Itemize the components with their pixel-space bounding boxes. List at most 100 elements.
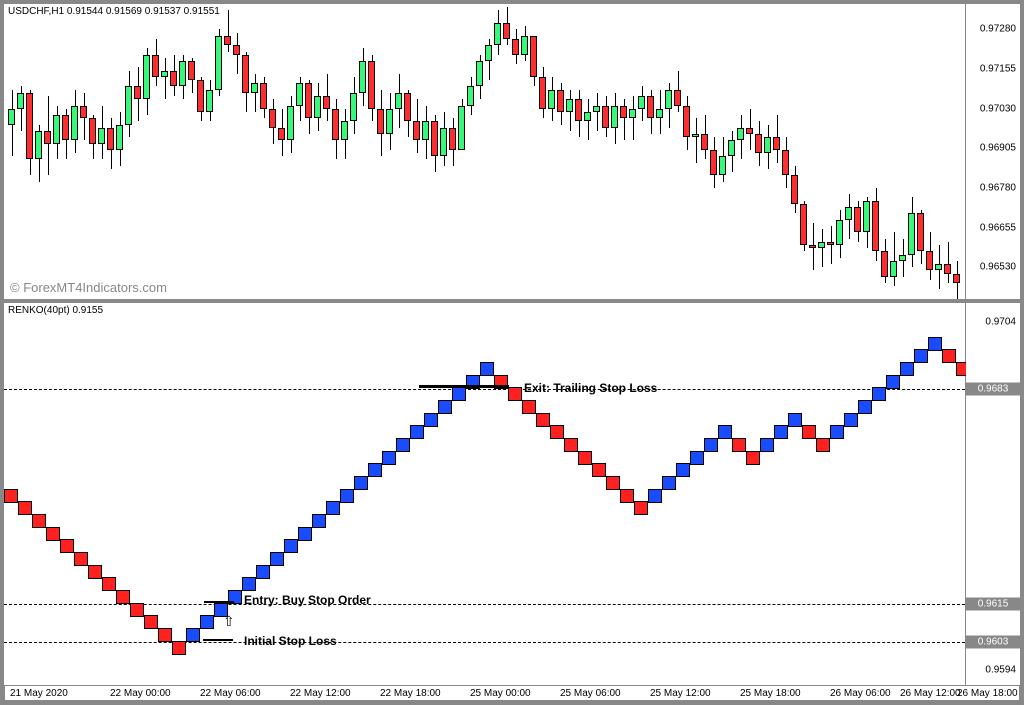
- candle: [944, 242, 951, 283]
- candle: [467, 77, 474, 115]
- candle: [908, 197, 915, 267]
- horizontal-line: [4, 389, 965, 390]
- candle: [728, 131, 735, 172]
- price-tick: 0.96905: [980, 143, 1016, 154]
- renko-brick: [676, 463, 690, 477]
- watermark-label: © ForexMT4Indicators.com: [10, 280, 167, 295]
- candle: [683, 96, 690, 150]
- up-arrow-icon: ⇧: [223, 613, 235, 630]
- candle: [233, 33, 240, 74]
- candle: [737, 115, 744, 159]
- candle: [584, 99, 591, 140]
- price-marker: 0.9615: [966, 597, 1020, 610]
- renko-brick: [452, 387, 466, 401]
- candle: [278, 109, 285, 157]
- stoploss-annotation: Initial Stop Loss: [244, 634, 337, 648]
- renko-brick: [774, 425, 788, 439]
- candle: [557, 83, 564, 124]
- candle: [566, 90, 573, 131]
- candlestick-chart-area[interactable]: [4, 4, 966, 299]
- price-marker: 0.9683: [966, 382, 1020, 395]
- candle: [188, 58, 195, 93]
- candle: [170, 55, 177, 96]
- candle: [611, 93, 618, 144]
- candle: [197, 77, 204, 121]
- price-marker: 0.9603: [966, 635, 1020, 648]
- candle: [854, 201, 861, 242]
- horizontal-line: [4, 642, 965, 643]
- renko-brick: [942, 349, 956, 363]
- candle: [44, 96, 51, 175]
- renko-brick: [18, 501, 32, 515]
- renko-brick: [242, 577, 256, 591]
- renko-brick: [788, 413, 802, 427]
- candle: [251, 74, 258, 112]
- candle: [161, 58, 168, 99]
- chart-frame: 0.972800.971550.970300.969050.967800.966…: [0, 0, 1024, 705]
- candle: [674, 71, 681, 112]
- candle: [260, 77, 267, 118]
- candle: [296, 77, 303, 121]
- time-tick: 22 May 00:00: [110, 688, 171, 699]
- candle: [620, 99, 627, 140]
- candle: [305, 80, 312, 134]
- candle: [71, 90, 78, 153]
- renko-brick: [564, 438, 578, 452]
- renko-brick: [60, 539, 74, 553]
- renko-brick: [480, 362, 494, 376]
- renko-brick: [802, 425, 816, 439]
- time-tick: 25 May 18:00: [740, 688, 801, 699]
- candle: [503, 7, 510, 45]
- candle: [395, 74, 402, 128]
- candle: [764, 125, 771, 169]
- price-tick: 0.96780: [980, 182, 1016, 193]
- candle: [62, 109, 69, 160]
- candle: [521, 26, 528, 61]
- candlestick-panel[interactable]: 0.972800.971550.970300.969050.967800.966…: [3, 3, 1021, 300]
- renko-brick: [536, 413, 550, 427]
- candle: [215, 29, 222, 96]
- candle: [287, 96, 294, 153]
- renko-chart-area[interactable]: Exit: Trailing Stop LossEntry: Buy Stop …: [4, 303, 966, 685]
- candle: [134, 67, 141, 121]
- price-axis-bot: 0.97040.95940.96830.96150.9603: [966, 303, 1020, 685]
- candle: [53, 106, 60, 160]
- time-tick: 22 May 06:00: [200, 688, 261, 699]
- candle: [431, 115, 438, 172]
- candle: [143, 48, 150, 115]
- renko-brick: [298, 527, 312, 541]
- renko-brick: [102, 577, 116, 591]
- candle: [548, 77, 555, 121]
- price-tick: 0.9594: [985, 665, 1016, 676]
- candle: [755, 121, 762, 165]
- candle: [107, 118, 114, 169]
- exit-annotation: Exit: Trailing Stop Loss: [524, 381, 657, 395]
- candle: [692, 118, 699, 162]
- exit-marker-line: [419, 385, 509, 388]
- candle: [899, 239, 906, 277]
- candle: [665, 83, 672, 127]
- candle: [881, 239, 888, 283]
- candle: [638, 86, 645, 121]
- candle: [314, 83, 321, 131]
- time-tick: 25 May 00:00: [470, 688, 531, 699]
- candle: [512, 29, 519, 64]
- renko-brick: [648, 489, 662, 503]
- candle: [800, 201, 807, 252]
- candle: [890, 232, 897, 286]
- renko-brick: [634, 501, 648, 515]
- candle: [530, 36, 537, 87]
- candle: [206, 80, 213, 121]
- renko-brick: [746, 451, 760, 465]
- candle: [341, 109, 348, 160]
- renko-brick: [130, 603, 144, 617]
- renko-brick: [382, 451, 396, 465]
- candle: [98, 106, 105, 160]
- price-tick: 0.96530: [980, 262, 1016, 273]
- stoploss-annotation-marker: [203, 639, 233, 641]
- renko-panel[interactable]: Exit: Trailing Stop LossEntry: Buy Stop …: [3, 302, 1021, 702]
- candle: [413, 99, 420, 153]
- price-axis-top: 0.972800.971550.970300.969050.967800.966…: [966, 4, 1020, 299]
- candle: [926, 232, 933, 280]
- symbol-info: USDCHF,H1 0.91544 0.91569 0.91537 0.9155…: [8, 6, 220, 17]
